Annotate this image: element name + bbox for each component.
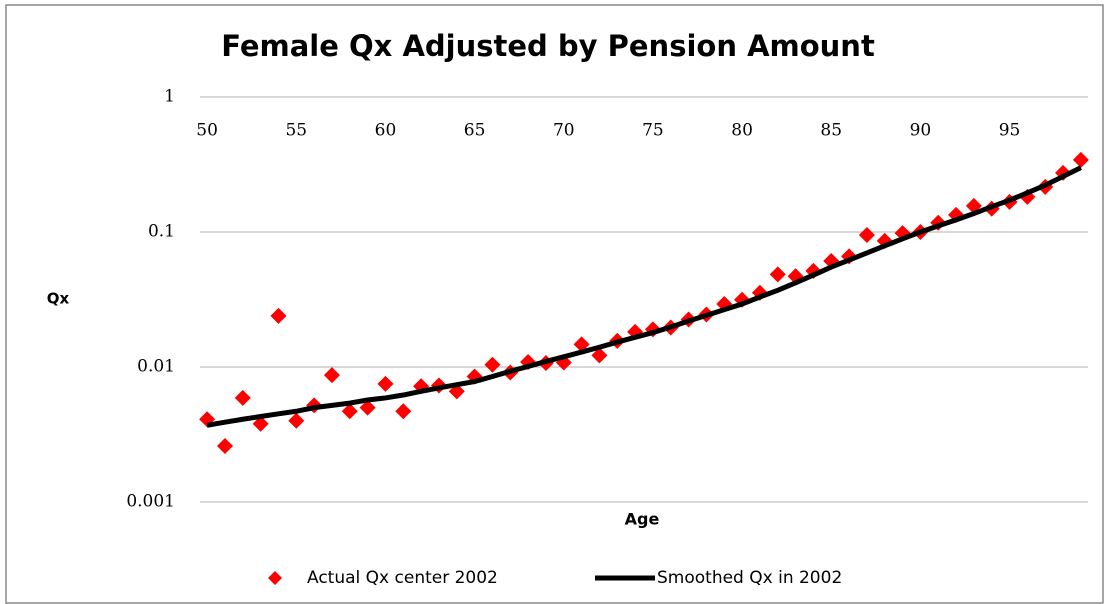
data-point bbox=[1072, 151, 1089, 168]
data-point bbox=[591, 347, 608, 364]
data-point bbox=[288, 412, 305, 429]
y-tick-label: 0.1 bbox=[148, 222, 175, 242]
legend-label: Smoothed Qx in 2002 bbox=[657, 568, 842, 588]
data-point bbox=[484, 356, 501, 373]
data-point bbox=[341, 403, 358, 420]
data-point bbox=[395, 403, 412, 420]
chart-frame bbox=[5, 4, 1104, 604]
data-point bbox=[323, 367, 340, 384]
y-tick-label: 1 bbox=[164, 87, 175, 107]
data-point bbox=[252, 415, 269, 432]
x-tick-label: 90 bbox=[910, 121, 932, 141]
x-tick-label: 80 bbox=[731, 121, 753, 141]
chart-title: Female Qx Adjusted by Pension Amount bbox=[221, 29, 875, 63]
legend-marker bbox=[268, 571, 282, 585]
x-tick-label: 65 bbox=[464, 121, 486, 141]
x-axis-label: Age bbox=[625, 510, 660, 529]
x-tick-label: 50 bbox=[196, 121, 218, 141]
x-tick-label: 60 bbox=[375, 121, 397, 141]
data-point bbox=[377, 375, 394, 392]
y-axis-label: Qx bbox=[47, 290, 70, 308]
data-point bbox=[216, 437, 233, 454]
x-tick-label: 55 bbox=[285, 121, 307, 141]
x-tick-label: 75 bbox=[642, 121, 664, 141]
data-point bbox=[234, 389, 251, 406]
data-point bbox=[270, 307, 287, 324]
x-tick-label: 70 bbox=[553, 121, 575, 141]
data-point bbox=[858, 227, 875, 244]
x-tick-label: 85 bbox=[820, 121, 842, 141]
y-tick-label: 0.001 bbox=[126, 492, 175, 512]
data-point bbox=[769, 266, 786, 283]
data-line bbox=[206, 165, 1082, 428]
legend-label: Actual Qx center 2002 bbox=[307, 568, 498, 588]
x-tick-label: 95 bbox=[999, 121, 1021, 141]
data-point bbox=[359, 399, 376, 416]
y-tick-label: 0.01 bbox=[137, 357, 175, 377]
